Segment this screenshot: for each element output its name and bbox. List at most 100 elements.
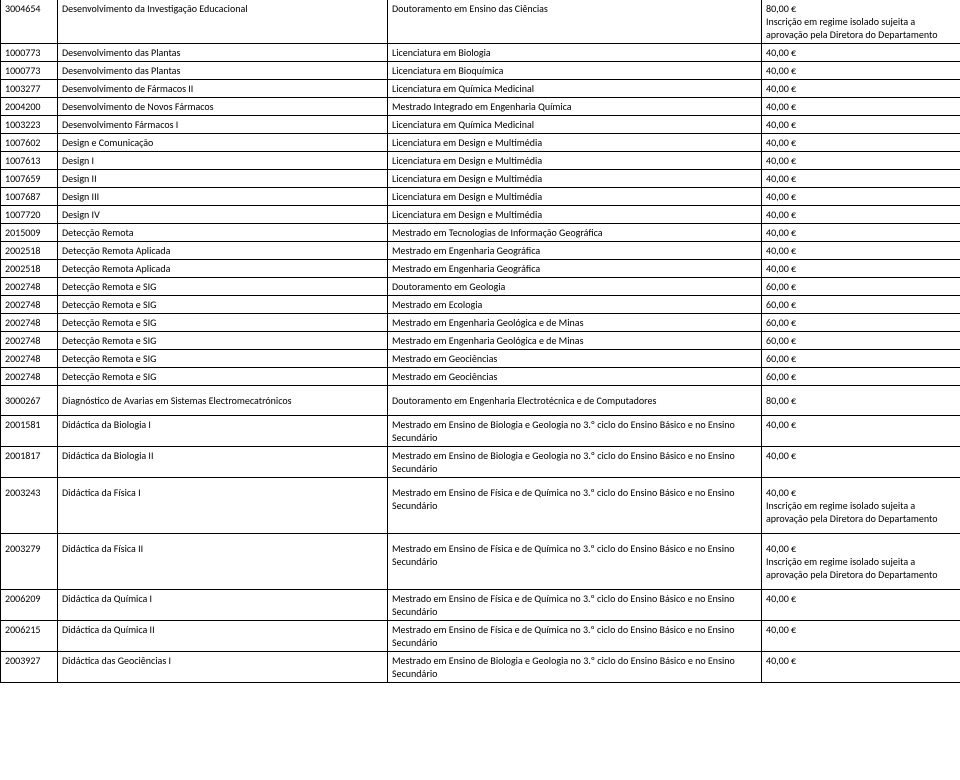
cell-c2: Desenvolvimento de Novos Fármacos [58,98,388,116]
cell-c3: Mestrado em Ensino de Física e de Químic… [388,534,762,590]
cell-c4: 60,00 € [762,332,960,350]
cell-c1: 2006209 [1,590,58,621]
cell-c4: 40,00 € [762,652,960,683]
cell-c3: Licenciatura em Design e Multimédia [388,206,762,224]
cell-c3: Licenciatura em Design e Multimédia [388,188,762,206]
table-row: 3004654Desenvolvimento da Investigação E… [1,0,960,44]
cell-c3: Mestrado em Ensino de Biologia e Geologi… [388,416,762,447]
cell-c1: 2015009 [1,224,58,242]
cell-c2: Detecção Remota Aplicada [58,260,388,278]
cell-c2: Didáctica da Biologia II [58,447,388,478]
cell-c4: 40,00 € [762,447,960,478]
cell-c2: Desenvolvimento Fármacos I [58,116,388,134]
course-table: 3004654Desenvolvimento da Investigação E… [0,0,960,683]
cell-c4: 40,00 € [762,621,960,652]
cell-c2: Desenvolvimento de Fármacos II [58,80,388,98]
cell-c2: Didáctica da Física I [58,478,388,534]
cell-c1: 1007687 [1,188,58,206]
cell-c3: Licenciatura em Design e Multimédia [388,152,762,170]
cell-c2: Desenvolvimento da Investigação Educacio… [58,0,388,44]
cell-c4: 40,00 € [762,188,960,206]
table-row: 2001581Didáctica da Biologia IMestrado e… [1,416,960,447]
cell-c1: 1007720 [1,206,58,224]
cell-c4: 40,00 € [762,44,960,62]
table-row: 2002748Detecção Remota e SIGMestrado em … [1,314,960,332]
table-row: 1000773Desenvolvimento das PlantasLicenc… [1,44,960,62]
cell-c4: 40,00 € [762,224,960,242]
table-row: 2015009Detecção RemotaMestrado em Tecnol… [1,224,960,242]
cell-c2: Detecção Remota e SIG [58,314,388,332]
table-row: 2006215Didáctica da Química IIMestrado e… [1,621,960,652]
cell-c3: Doutoramento em Engenharia Electrotécnic… [388,386,762,416]
cell-c1: 2002748 [1,296,58,314]
table-row: 1007687Design IIILicenciatura em Design … [1,188,960,206]
cell-c4: 40,00 € [762,152,960,170]
cell-c1: 1007602 [1,134,58,152]
cell-c2: Design II [58,170,388,188]
cell-c3: Mestrado em Tecnologias de Informação Ge… [388,224,762,242]
cell-c2: Detecção Remota e SIG [58,278,388,296]
cell-c2: Detecção Remota [58,224,388,242]
table-row: 1007659Design IILicenciatura em Design e… [1,170,960,188]
cell-c4: 40,00 €Inscrição em regime isolado sujei… [762,478,960,534]
cell-c4: 60,00 € [762,350,960,368]
table-row: 2002748Detecção Remota e SIGMestrado em … [1,296,960,314]
cell-c1: 1007613 [1,152,58,170]
table-row: 1003277Desenvolvimento de Fármacos IILic… [1,80,960,98]
cell-c2: Detecção Remota e SIG [58,368,388,386]
cell-c3: Licenciatura em Design e Multimédia [388,170,762,188]
cell-c1: 1003277 [1,80,58,98]
cell-c4: 40,00 € [762,590,960,621]
cell-c1: 2002748 [1,332,58,350]
cell-c3: Mestrado em Ensino de Física e de Químic… [388,478,762,534]
cell-c4: 40,00 € [762,134,960,152]
cell-c2: Didáctica da Física II [58,534,388,590]
table-row: 2002748Detecção Remota e SIGMestrado em … [1,368,960,386]
cell-c3: Mestrado em Geociências [388,350,762,368]
cell-c3: Mestrado em Engenharia Geológica e de Mi… [388,314,762,332]
cell-c1: 2002748 [1,368,58,386]
cell-c1: 1007659 [1,170,58,188]
cell-c1: 2002748 [1,278,58,296]
table-row: 2002518Detecção Remota AplicadaMestrado … [1,260,960,278]
cell-c3: Mestrado Integrado em Engenharia Química [388,98,762,116]
cell-c4: 40,00 € [762,98,960,116]
table-row: 2001817Didáctica da Biologia IIMestrado … [1,447,960,478]
cell-c1: 2001817 [1,447,58,478]
cell-c3: Mestrado em Engenharia Geográfica [388,260,762,278]
cell-c4: 80,00 € [762,386,960,416]
cell-c2: Design IV [58,206,388,224]
table-row: 2003927Didáctica das Geociências IMestra… [1,652,960,683]
table-row: 1007602Design e ComunicaçãoLicenciatura … [1,134,960,152]
cell-c3: Mestrado em Geociências [388,368,762,386]
cell-c1: 2002518 [1,260,58,278]
cell-c2: Detecção Remota e SIG [58,350,388,368]
cell-c3: Doutoramento em Geologia [388,278,762,296]
cell-c1: 2004200 [1,98,58,116]
cell-c4: 40,00 € [762,116,960,134]
cell-c1: 1000773 [1,62,58,80]
table-row: 2002748Detecção Remota e SIGMestrado em … [1,350,960,368]
table-row: 1007720Design IVLicenciatura em Design e… [1,206,960,224]
cell-c2: Diagnóstico de Avarias em Sistemas Elect… [58,386,388,416]
cell-c2: Design e Comunicação [58,134,388,152]
cell-c2: Design III [58,188,388,206]
cell-c4: 40,00 € [762,416,960,447]
cell-c2: Didáctica da Biologia I [58,416,388,447]
cell-c3: Mestrado em Ensino de Biologia e Geologi… [388,447,762,478]
cell-c2: Didáctica da Química II [58,621,388,652]
cell-c4: 40,00 € [762,62,960,80]
cell-c1: 1000773 [1,44,58,62]
cell-c3: Mestrado em Engenharia Geográfica [388,242,762,260]
cell-c1: 2002748 [1,350,58,368]
table-row: 2002748Detecção Remota e SIGMestrado em … [1,332,960,350]
cell-c2: Desenvolvimento das Plantas [58,44,388,62]
table-row: 2002748Detecção Remota e SIGDoutoramento… [1,278,960,296]
cell-c4: 40,00 € [762,206,960,224]
table-row: 2003243Didáctica da Física IMestrado em … [1,478,960,534]
cell-c3: Mestrado em Engenharia Geológica e de Mi… [388,332,762,350]
cell-c3: Licenciatura em Química Medicinal [388,80,762,98]
cell-c1: 2003927 [1,652,58,683]
table-row: 2003279Didáctica da Física IIMestrado em… [1,534,960,590]
cell-c1: 3004654 [1,0,58,44]
